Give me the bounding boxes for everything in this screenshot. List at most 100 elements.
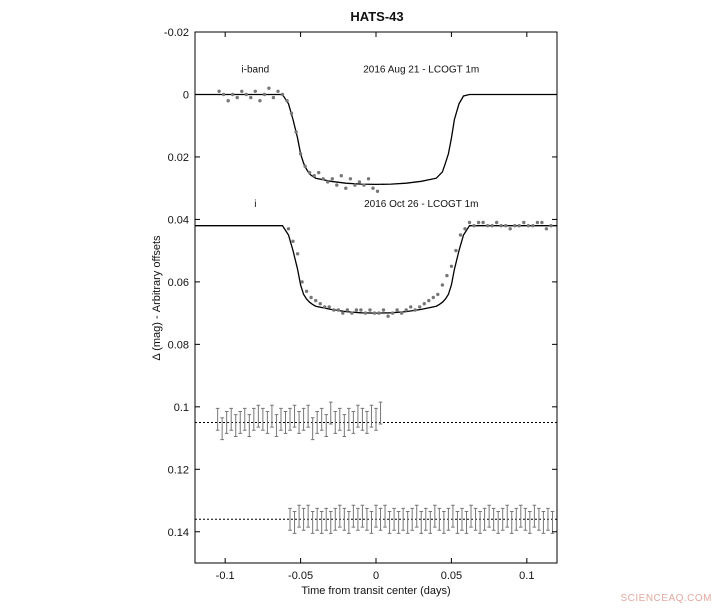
residual-1-errorbar (333, 411, 338, 434)
residual-2-errorbar (297, 504, 301, 528)
y-tick-label: 0.08 (168, 339, 189, 351)
residual-2-errorbar (414, 504, 419, 528)
residual-1-errorbar (233, 414, 238, 437)
lightcurve-2-point (295, 252, 300, 256)
lightcurve-2-point (409, 305, 413, 309)
residual-2-errorbar (360, 504, 365, 528)
lightcurve-1-point (276, 89, 280, 94)
residual-1-errorbar (315, 411, 319, 434)
lightcurve-2-point (431, 295, 435, 300)
residual-2-errorbar (292, 510, 297, 534)
lightcurve-1-point (280, 92, 285, 97)
residual-2-errorbar (442, 510, 446, 534)
lightcurve-2-point (377, 311, 381, 315)
lightcurve-2-point (535, 220, 540, 225)
residual-1-errorbar (365, 411, 369, 434)
lightcurve-2-point (350, 311, 354, 315)
y-tick-label: 0.04 (168, 214, 189, 226)
residual-2-errorbar (396, 510, 401, 534)
x-tick-label: 0.1 (519, 570, 534, 582)
residual-2-errorbar (319, 510, 324, 534)
residual-1-errorbar (306, 404, 310, 428)
residual-2-errorbar (496, 510, 500, 534)
residual-2-errorbar (369, 510, 374, 534)
residual-1-errorbar (256, 404, 261, 428)
lightcurve-2-point (472, 224, 476, 228)
residual-1-errorbar (247, 414, 252, 437)
residual-1-errorbar (310, 417, 315, 441)
residual-2-errorbar (451, 504, 455, 528)
residual-1-errorbar (279, 407, 283, 431)
lightcurve-2-point (517, 224, 521, 228)
residual-1-errorbar (328, 401, 333, 425)
residual-1-errorbar (261, 407, 265, 431)
lightcurve-2-point (386, 314, 390, 318)
residual-2-errorbar (532, 504, 537, 528)
residual-2-errorbar (523, 507, 528, 531)
lightcurve-1-point (317, 170, 321, 175)
lightcurve-2-point (490, 224, 494, 228)
lightcurve-2-point (404, 308, 408, 312)
lightcurve-2-point (341, 311, 345, 315)
residual-2-errorbar (437, 507, 442, 531)
lightcurve-2-point (309, 295, 313, 300)
lightcurve-2-point (323, 305, 327, 309)
residual-1-errorbar (283, 411, 288, 434)
residual-2-errorbar (423, 507, 428, 531)
lightcurve-1-point (330, 177, 334, 181)
lightcurve-1-point (258, 99, 262, 103)
lightcurve-1-point (217, 89, 221, 94)
lightcurve-1-point (375, 189, 380, 193)
model-curve-1 (195, 93, 557, 186)
x-tick-label: -0.05 (288, 570, 313, 582)
lightcurve-2-point (413, 308, 417, 312)
residual-2-errorbar (392, 507, 396, 531)
residual-2-errorbar (541, 510, 546, 534)
lightcurve-2-point (300, 280, 304, 284)
residual-1-errorbar (342, 414, 347, 437)
residual-2-errorbar (428, 510, 433, 534)
residual-1-errorbar (265, 411, 270, 434)
lightcurve-1-point (312, 174, 316, 178)
residual-1-errorbar (297, 411, 301, 434)
residual-2-errorbar (347, 510, 351, 534)
lightcurve-2-point (372, 311, 377, 315)
residual-1-errorbar (274, 414, 279, 437)
lightcurve-2-point (368, 308, 372, 312)
lightcurve-2-point (513, 224, 517, 228)
y-tick-label: 0.14 (168, 527, 189, 539)
lightcurve-2-point (336, 308, 340, 312)
residual-2-errorbar (306, 504, 310, 528)
model-curve-2 (195, 225, 557, 314)
lightcurve-2-point (481, 220, 485, 225)
lightcurve-2-point (458, 233, 463, 237)
residual-1-errorbar (270, 404, 274, 428)
annotation-label: 2016 Aug 21 - LCOGT 1m (363, 65, 479, 76)
residual-2-errorbar (487, 504, 491, 528)
x-axis-label: Time from transit center (days) (301, 585, 450, 597)
lightcurve-1-point (249, 95, 253, 100)
residual-2-errorbar (491, 507, 496, 531)
lightcurve-1-point (371, 186, 375, 190)
lightcurve-2-point (314, 298, 318, 303)
lightcurve-2-point (467, 220, 472, 225)
lightcurve-1-point (235, 95, 239, 100)
y-tick-label: 0.02 (168, 152, 189, 164)
residual-2-errorbar (301, 507, 306, 531)
lightcurve-1-point (298, 152, 303, 156)
y-tick-label: 0.06 (168, 277, 189, 289)
y-tick-label: 0.1 (174, 402, 189, 414)
lightcurve-1-point (285, 99, 289, 103)
lightcurve-1-point (344, 186, 348, 190)
residual-2-errorbar (455, 510, 460, 534)
lightcurve-1-point (271, 95, 276, 100)
lightcurve-1-point (335, 183, 339, 187)
residual-2-errorbar (550, 510, 555, 534)
residual-1-errorbar (224, 411, 229, 434)
residual-2-errorbar (514, 507, 519, 531)
residual-2-errorbar (546, 507, 550, 531)
lightcurve-2-point (418, 305, 422, 309)
residual-2-errorbar (446, 507, 451, 531)
y-tick-label: 0 (183, 89, 189, 101)
residual-1-errorbar (288, 407, 292, 431)
